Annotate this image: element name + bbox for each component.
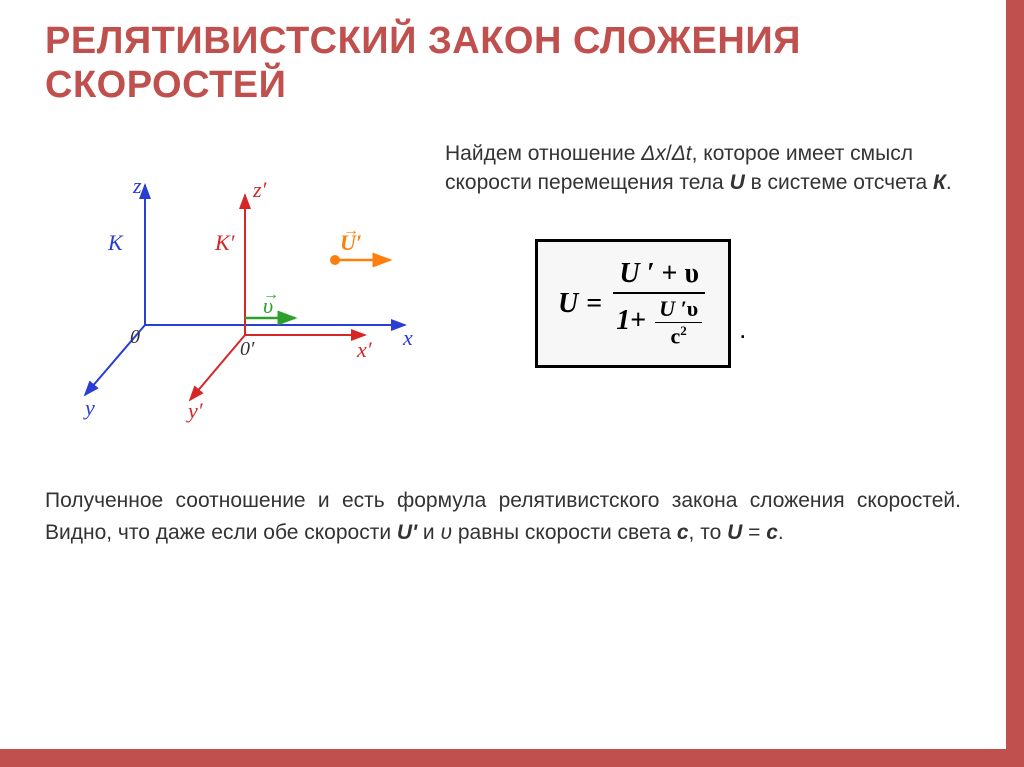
delta-x: Δx — [641, 142, 666, 165]
formula-eq: = — [586, 288, 602, 320]
inner-v: υ — [687, 296, 698, 321]
formula-lhs: U — [558, 288, 578, 320]
slide-title: РЕЛЯТИВИСТСКИЙ ЗАКОН СЛОЖЕНИЯ СКОРОСТЕЙ — [45, 20, 961, 107]
intro-text-d: . — [946, 171, 952, 194]
den-plus: + — [630, 305, 646, 336]
label-zero: 0 — [130, 326, 140, 348]
label-K: K — [107, 230, 124, 255]
bt-c: равны скорости света — [452, 521, 677, 544]
label-zerop: 0′ — [240, 338, 255, 360]
inner-c: c — [671, 323, 681, 348]
label-xp: x′ — [356, 337, 373, 362]
var-K: К — [933, 171, 946, 194]
intro-column: Найдем отношение Δx/Δt, которое имеет см… — [445, 135, 961, 368]
axis-yp-red — [190, 335, 245, 400]
formula-box: U = U ′ + υ 1+ U ′υ c2 — [535, 239, 731, 368]
bt-cvar2: c — [766, 521, 778, 544]
bt-v: υ — [440, 521, 452, 544]
formula-numerator: U ′ + υ — [613, 256, 705, 294]
label-v: υ — [263, 293, 273, 318]
label-Kp: K′ — [214, 230, 236, 255]
intro-text-c: в системе отсчета — [745, 171, 933, 194]
denominator-inner-fraction: U ′υ c2 — [655, 296, 702, 349]
label-yp: y′ — [186, 398, 204, 423]
formula-denominator: 1+ U ′υ c2 — [610, 294, 708, 351]
label-z: z — [132, 173, 142, 198]
bt-b: и — [417, 521, 440, 544]
inner-exp: 2 — [680, 323, 687, 338]
inner-Up: U ′ — [659, 296, 687, 321]
formula-rhs-fraction: U ′ + υ 1+ U ′υ c2 — [610, 256, 708, 351]
bt-Up: U' — [397, 521, 417, 544]
inner-den: c2 — [667, 323, 691, 349]
label-x: x — [402, 325, 413, 350]
den-one: 1 — [616, 305, 630, 336]
num-v: υ — [684, 258, 699, 289]
bt-e: = — [742, 521, 766, 544]
label-zp: z′ — [252, 177, 268, 202]
formula-period: . — [739, 314, 746, 345]
inner-num: U ′υ — [655, 296, 702, 323]
bt-f: . — [778, 521, 784, 544]
conclusion-paragraph: Полученное соотношение и есть формула ре… — [45, 485, 961, 548]
bt-U2: U — [727, 521, 742, 544]
intro-text-a: Найдем отношение — [445, 142, 641, 165]
label-Up: U′ — [340, 230, 362, 255]
velocity-addition-formula: U = U ′ + υ 1+ U ′υ c2 — [558, 256, 708, 351]
delta-t: Δt — [672, 142, 692, 165]
num-Up: U ′ — [619, 258, 654, 289]
num-plus: + — [654, 258, 684, 289]
main-row: z K 0 y x z′ K′ 0′ y′ x′ → υ — [45, 135, 961, 435]
label-y: y — [83, 395, 95, 420]
intro-paragraph: Найдем отношение Δx/Δt, которое имеет см… — [445, 140, 961, 197]
bt-cvar: c — [677, 521, 689, 544]
bt-d: , то — [689, 521, 728, 544]
var-U: U — [730, 171, 745, 194]
coordinate-diagram: z K 0 y x z′ K′ 0′ y′ x′ → υ — [45, 135, 415, 435]
